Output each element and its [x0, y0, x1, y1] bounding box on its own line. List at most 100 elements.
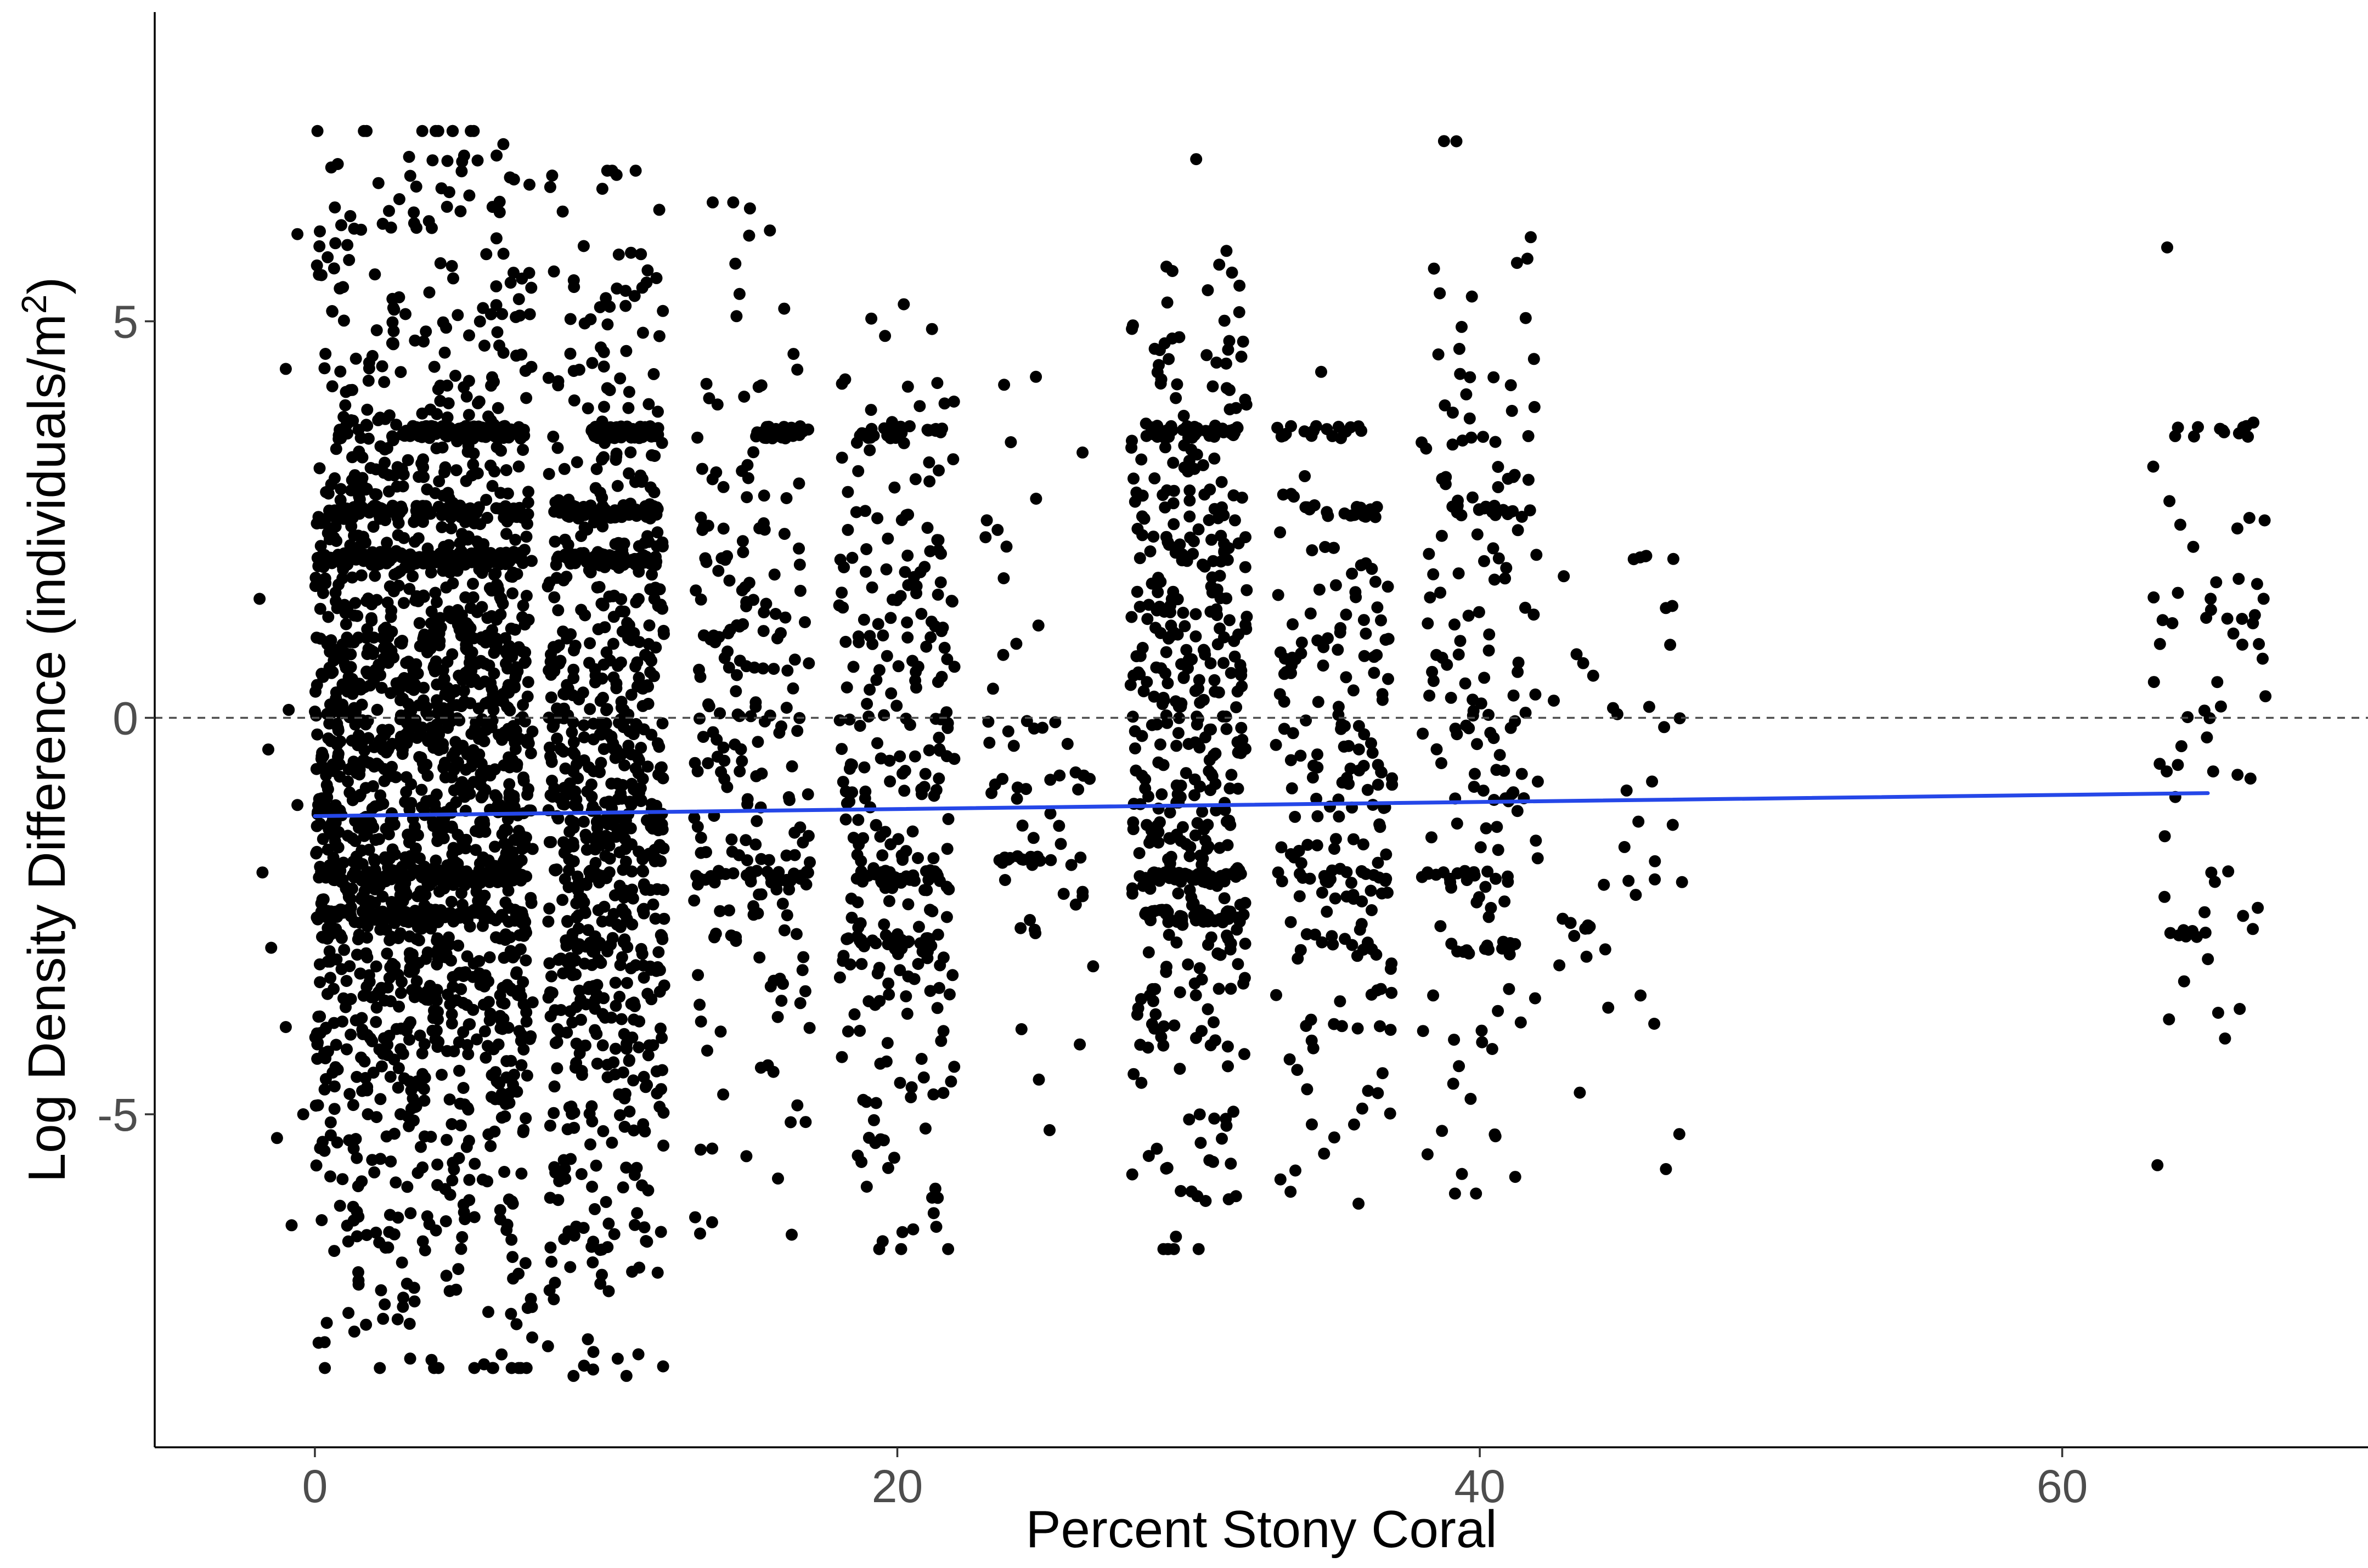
data-point — [497, 347, 510, 359]
data-point — [1643, 701, 1655, 713]
data-point — [839, 785, 852, 798]
data-point — [374, 1153, 387, 1165]
data-point — [432, 817, 445, 830]
data-point — [352, 507, 364, 520]
data-point — [1300, 714, 1312, 727]
data-point — [401, 1024, 413, 1037]
data-point — [482, 1306, 494, 1318]
data-point — [1464, 1092, 1477, 1105]
data-point — [590, 463, 603, 475]
data-point — [446, 1008, 458, 1020]
data-point — [591, 1057, 604, 1070]
data-point — [495, 909, 508, 921]
data-point — [603, 839, 616, 852]
data-point — [486, 420, 498, 432]
data-point — [882, 1161, 894, 1174]
data-point — [328, 1103, 341, 1115]
data-point — [564, 313, 577, 325]
data-point — [345, 414, 357, 426]
data-point — [618, 537, 630, 550]
data-point — [1300, 1020, 1312, 1032]
data-point — [1182, 958, 1194, 971]
data-point — [640, 552, 653, 565]
data-point — [256, 866, 269, 879]
data-point — [618, 933, 631, 946]
data-point — [1272, 866, 1284, 879]
data-point — [1163, 928, 1175, 941]
data-point — [551, 1036, 563, 1048]
data-point — [358, 744, 371, 757]
data-point — [1126, 887, 1138, 900]
data-point — [573, 693, 585, 706]
data-point — [557, 687, 570, 700]
data-point — [1531, 775, 1544, 788]
data-point — [934, 959, 946, 972]
data-point — [387, 585, 400, 597]
data-point — [557, 574, 570, 586]
data-point — [843, 713, 856, 726]
data-point — [463, 1194, 476, 1206]
data-point — [1136, 730, 1148, 742]
data-point — [400, 887, 413, 899]
data-point — [1470, 1187, 1482, 1200]
data-point — [318, 362, 331, 375]
data-point — [1477, 785, 1490, 797]
data-point — [796, 964, 809, 977]
data-point — [509, 533, 522, 546]
data-point — [448, 784, 460, 797]
data-point — [500, 528, 512, 540]
data-point — [800, 866, 813, 878]
data-point — [1385, 986, 1398, 999]
data-point — [448, 1045, 460, 1058]
data-point — [480, 724, 493, 736]
data-point — [689, 1211, 701, 1223]
data-point — [497, 687, 509, 700]
data-point — [658, 912, 670, 925]
data-point — [881, 1037, 894, 1050]
data-point — [613, 879, 626, 892]
data-point — [428, 659, 441, 672]
data-point — [869, 868, 882, 881]
data-point — [1153, 359, 1165, 371]
data-point — [700, 556, 713, 568]
data-point — [570, 1037, 583, 1050]
data-point — [419, 1244, 431, 1256]
data-point — [346, 474, 358, 487]
data-point — [1634, 551, 1647, 563]
data-point — [1503, 983, 1515, 995]
data-point — [570, 968, 582, 981]
data-point — [364, 679, 376, 692]
data-point — [900, 712, 912, 725]
data-point — [421, 634, 434, 647]
data-point — [556, 205, 569, 218]
data-point — [1148, 472, 1161, 484]
data-point — [1434, 920, 1447, 933]
data-point — [319, 348, 332, 360]
data-point — [642, 638, 655, 650]
data-point — [1371, 984, 1384, 997]
data-point — [1278, 723, 1290, 735]
data-point — [574, 993, 587, 1006]
data-point — [1278, 668, 1290, 680]
data-point — [1482, 709, 1495, 721]
data-point — [387, 325, 400, 337]
data-point — [328, 531, 340, 544]
data-point — [1175, 834, 1187, 847]
data-point — [717, 1088, 730, 1101]
data-point — [912, 852, 924, 864]
data-point — [1384, 962, 1397, 975]
data-point — [514, 643, 526, 656]
data-point — [651, 737, 664, 749]
data-point — [2201, 731, 2213, 744]
data-point — [922, 873, 935, 886]
data-point — [567, 672, 580, 684]
data-point — [621, 913, 633, 925]
data-point — [1274, 646, 1287, 659]
data-point — [703, 700, 715, 713]
data-point — [1218, 631, 1230, 644]
data-point — [1160, 261, 1172, 273]
data-point — [578, 731, 590, 743]
data-point — [322, 843, 334, 856]
data-point — [343, 253, 356, 266]
data-point — [1183, 484, 1196, 497]
